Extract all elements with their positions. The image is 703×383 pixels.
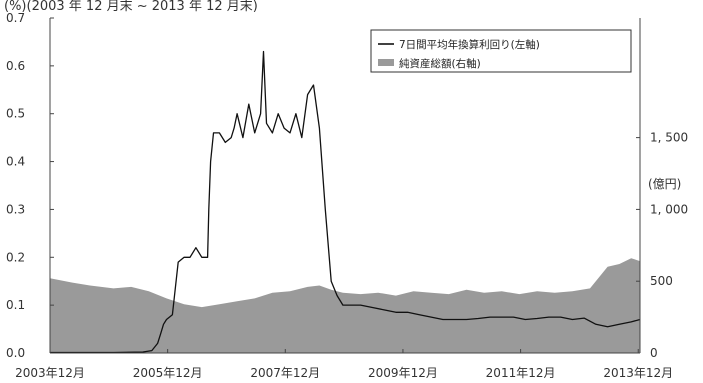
header-text: (%)(2003 年 12 月末 ~ 2013 年 12 月末): [4, 0, 258, 14]
legend-area-swatch: [378, 59, 394, 66]
left-tick-label: 0.5: [6, 107, 25, 121]
left-axis: 0.0 0.1 0.2 0.3 0.4 0.5 0.6 0.7: [6, 11, 54, 360]
yield-line: [50, 50, 641, 354]
left-tick-label: 0.6: [6, 59, 25, 73]
right-axis-unit-label: (億円): [648, 177, 681, 191]
right-tick-label: 0: [650, 346, 658, 360]
legend-label-assets: 純資産総額(右軸): [399, 57, 481, 70]
legend-label-yield: 7日間平均年換算利回り(左軸): [399, 38, 540, 51]
x-tick-label: 2003年12月: [15, 366, 85, 380]
left-tick-label: 0.1: [6, 298, 25, 312]
x-tick-label: 2005年12月: [133, 366, 203, 380]
left-tick-label: 0.4: [6, 155, 25, 169]
x-tick-label: 2011年12月: [486, 366, 556, 380]
legend: 7日間平均年換算利回り(左軸) 純資産総額(右軸): [370, 29, 632, 73]
yield-line-layer: [50, 50, 641, 354]
right-axis: 0 500 1, 000 1, 500: [636, 131, 688, 360]
legend-box: [370, 29, 632, 73]
right-tick-label: 1, 500: [650, 131, 688, 145]
right-tick-label: 1, 000: [650, 202, 688, 216]
left-tick-label: 0.3: [6, 202, 25, 216]
x-tick-label: 2013年12月: [603, 366, 673, 380]
left-tick-label: 0.0: [6, 346, 25, 360]
left-tick-label: 0.7: [6, 11, 25, 25]
x-tick-label: 2007年12月: [250, 366, 320, 380]
right-tick-label: 500: [650, 274, 673, 288]
x-tick-label: 2009年12月: [368, 366, 438, 380]
left-tick-label: 0.2: [6, 250, 25, 264]
x-axis: 2003年12月 2005年12月 2007年12月 2009年12月 2011年12月…: [15, 349, 673, 380]
